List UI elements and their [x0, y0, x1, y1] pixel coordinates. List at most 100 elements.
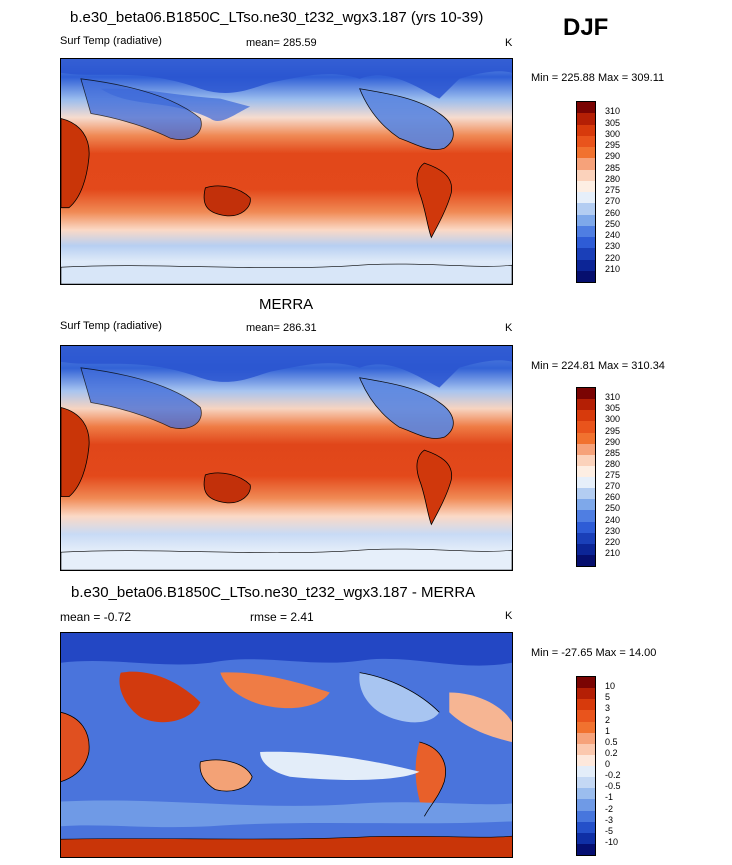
colorbar-swatch	[577, 488, 595, 500]
panel1-units: K	[505, 37, 513, 49]
colorbar-tick-label: 310	[605, 392, 621, 403]
colorbar-swatch	[577, 499, 595, 511]
colorbar-swatch	[577, 248, 595, 260]
colorbar-swatch	[577, 410, 595, 422]
colorbar-swatch	[577, 180, 595, 192]
colorbar-tick-label: 230	[605, 241, 621, 252]
colorbar-swatch	[577, 169, 595, 181]
colorbar-tick-label: 1	[605, 725, 611, 736]
colorbar-tick-label: -1	[605, 792, 614, 803]
colorbar-tick-label: 280	[605, 173, 621, 184]
colorbar-tick-label: 10	[605, 681, 616, 692]
colorbar-swatch	[577, 843, 595, 855]
colorbar-swatch	[577, 766, 595, 778]
colorbar-tick-label: 300	[605, 128, 621, 139]
colorbar-swatch	[577, 710, 595, 722]
panel3-map	[60, 632, 513, 858]
colorbar-tick-label: 295	[605, 425, 621, 436]
panel2-mean-label: mean= 286.31	[246, 322, 317, 334]
colorbar-swatch	[577, 477, 595, 489]
colorbar-tick-label: 280	[605, 458, 621, 469]
colorbar-swatch	[577, 443, 595, 455]
panel1-minmax: Min = 225.88 Max = 309.11	[531, 72, 665, 84]
colorbar-swatch	[577, 832, 595, 844]
colorbar-tick-label: 230	[605, 525, 621, 536]
colorbar-tick-label: 0.5	[605, 736, 618, 747]
colorbar-tick-label: 290	[605, 436, 621, 447]
colorbar-swatch	[577, 465, 595, 477]
panel2-title: MERRA	[259, 296, 314, 313]
colorbar-swatch	[577, 510, 595, 522]
colorbar-tick-label: 210	[605, 547, 621, 558]
panel1-map-field	[61, 59, 512, 284]
colorbar-tick-label: 210	[605, 263, 621, 274]
colorbar-swatch	[577, 214, 595, 226]
colorbar-tick-label: 270	[605, 481, 621, 492]
colorbar-tick-label: 240	[605, 514, 621, 525]
colorbar-tick-label: 275	[605, 470, 621, 480]
colorbar-swatch	[577, 225, 595, 237]
colorbar-swatch	[577, 532, 595, 544]
colorbar-swatch	[577, 454, 595, 466]
panel1-map	[60, 58, 513, 285]
colorbar-swatch	[577, 102, 595, 114]
colorbar-swatch	[577, 543, 595, 555]
colorbar-tick-label: 220	[605, 536, 621, 547]
colorbar-swatch	[577, 237, 595, 249]
colorbar-swatch	[577, 788, 595, 800]
colorbar-tick-label: 3	[605, 703, 611, 714]
colorbar-tick-label: 290	[605, 151, 621, 162]
colorbar-tick-label: 250	[605, 503, 621, 514]
colorbar-swatch	[577, 743, 595, 755]
colorbar-swatch	[577, 388, 595, 400]
colorbar-tick-label: -3	[605, 814, 614, 825]
panel2-units: K	[505, 322, 513, 334]
colorbar-tick-label: 240	[605, 230, 621, 240]
colorbar-tick-label: 0	[605, 759, 611, 769]
colorbar-swatch	[577, 421, 595, 433]
colorbar-tick-label: 250	[605, 218, 621, 229]
colorbar-tick-label: 305	[605, 117, 621, 128]
panel2-minmax: Min = 224.81 Max = 310.34	[531, 360, 665, 372]
colorbar-tick-label: 285	[605, 447, 621, 458]
panel3-mean-label: mean = -0.72	[60, 610, 132, 624]
colorbar-tick-label: 220	[605, 252, 621, 263]
colorbar-swatch	[577, 147, 595, 159]
colorbar-tick-label: -2	[605, 803, 614, 814]
colorbar-tick-label: 300	[605, 414, 621, 425]
panel2-variable-label: Surf Temp (radiative)	[60, 320, 162, 332]
colorbar-tick-label: 275	[605, 185, 621, 195]
panel1-title: b.e30_beta06.B1850C_LTso.ne30_t232_wgx3.…	[70, 9, 484, 26]
colorbar-tick-label: -0.2	[605, 770, 621, 781]
colorbar-swatch	[577, 721, 595, 733]
panel3-rmse-label: rmse = 2.41	[250, 610, 314, 624]
colorbar-tick-label: -5	[605, 825, 614, 836]
season-label: DJF	[563, 14, 609, 41]
colorbar-tick-label: 260	[605, 207, 621, 218]
colorbar-tick-label: 2	[605, 714, 611, 725]
colorbar-swatch	[577, 270, 595, 282]
colorbar-swatch	[577, 192, 595, 204]
colorbar-swatch	[577, 432, 595, 444]
colorbar-swatch	[577, 554, 595, 566]
colorbar-swatch	[577, 777, 595, 789]
panel2-map-field	[61, 346, 512, 570]
colorbar-swatch	[577, 399, 595, 411]
colorbar-swatch	[577, 259, 595, 271]
colorbar-swatch	[577, 810, 595, 822]
colorbar-tick-label: 0.2	[605, 747, 618, 758]
panel3-units: K	[505, 610, 513, 622]
colorbar-swatch	[577, 521, 595, 533]
panel2-map	[60, 345, 513, 571]
colorbar-swatch	[577, 677, 595, 689]
colorbar-swatch	[577, 699, 595, 711]
colorbar-swatch	[577, 732, 595, 744]
colorbar-swatch	[577, 799, 595, 811]
colorbar-tick-label: 260	[605, 492, 621, 503]
colorbar-tick-label: -10	[605, 836, 619, 847]
colorbar-swatch	[577, 821, 595, 833]
panel3-map-field	[61, 633, 512, 857]
panel1-colorbar	[576, 101, 596, 283]
colorbar-swatch	[577, 688, 595, 700]
colorbar-tick-label: 295	[605, 140, 621, 150]
